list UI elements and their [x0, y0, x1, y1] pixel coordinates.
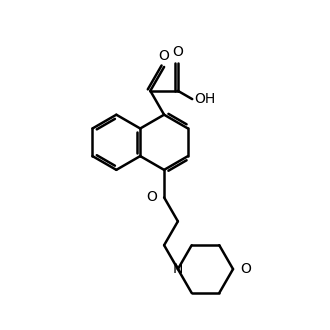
- Text: O: O: [173, 45, 183, 59]
- Text: OH: OH: [194, 92, 215, 106]
- Text: O: O: [159, 49, 170, 63]
- Text: O: O: [240, 262, 251, 276]
- Text: O: O: [146, 190, 157, 205]
- Text: N: N: [173, 262, 183, 276]
